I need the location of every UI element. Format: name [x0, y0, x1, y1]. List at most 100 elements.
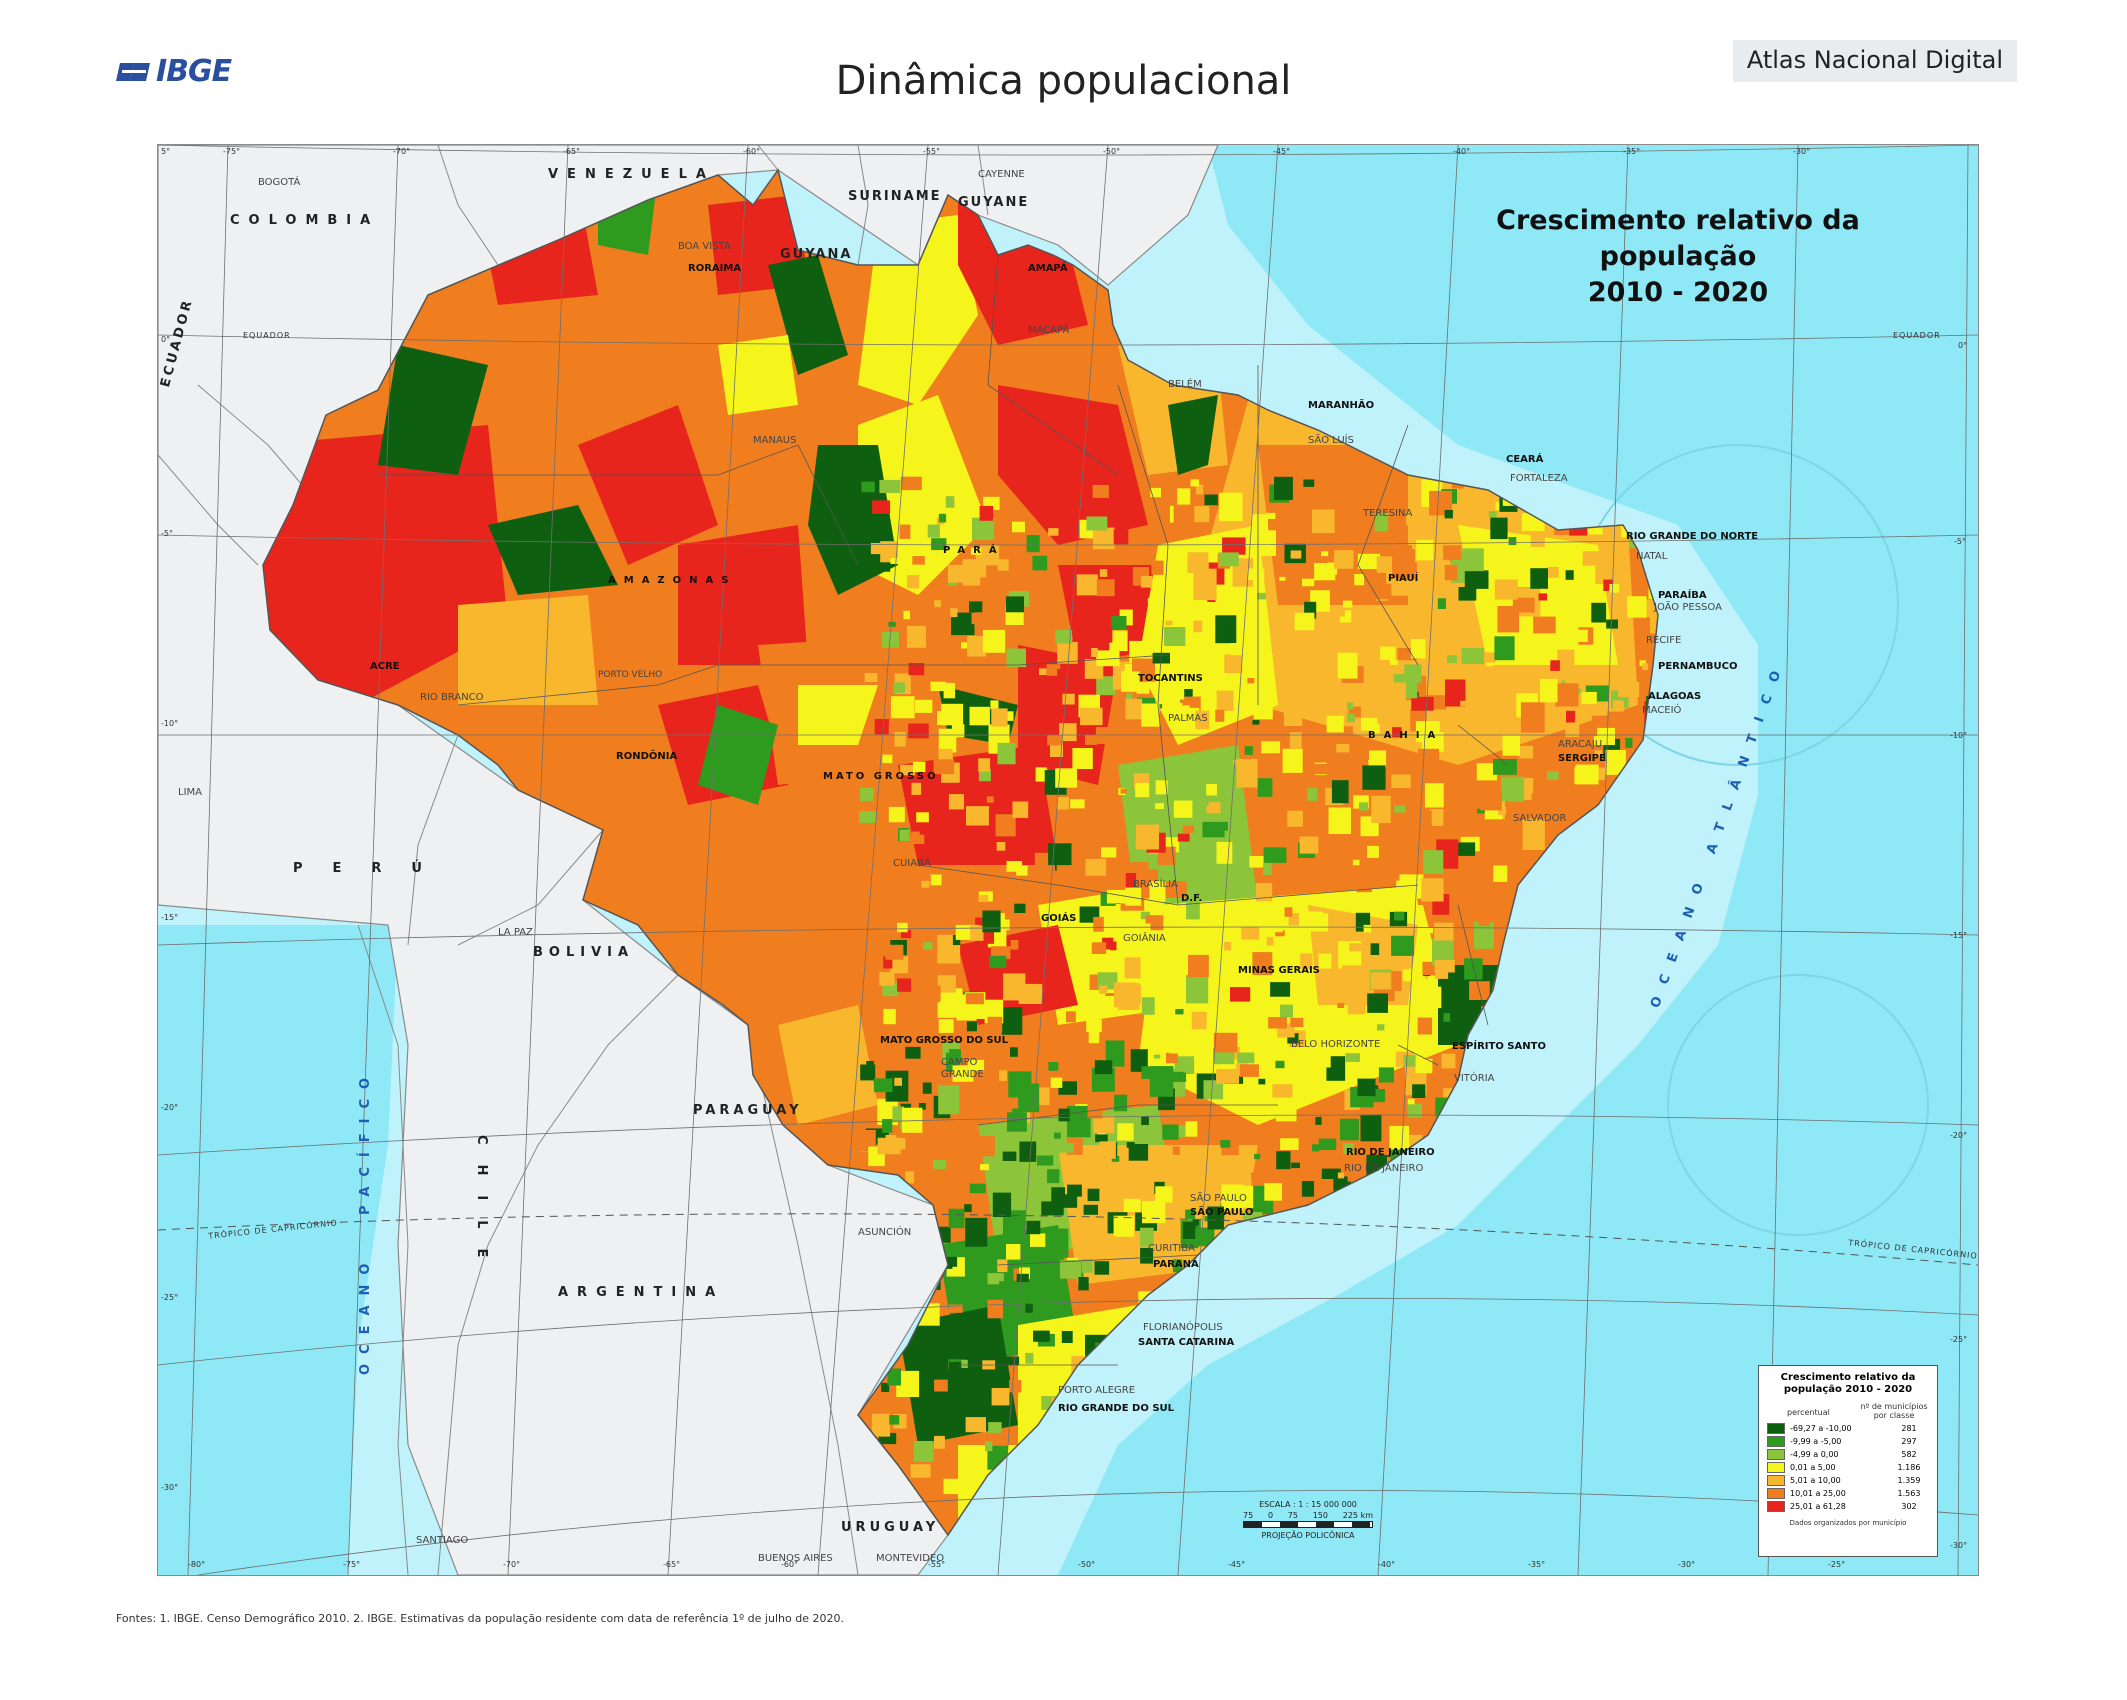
municipality-cell	[1188, 954, 1209, 978]
municipality-cell	[1236, 758, 1258, 788]
municipality-cell	[951, 612, 975, 636]
municipality-cell	[1047, 1169, 1060, 1184]
municipality-cell	[1357, 1078, 1376, 1097]
municipality-cell	[1453, 842, 1476, 856]
municipality-cell	[965, 1417, 986, 1433]
municipality-cell	[1337, 607, 1345, 617]
municipality-cell	[985, 1441, 993, 1452]
lon-bottom: -55°	[928, 1560, 946, 1569]
municipality-cell	[997, 559, 1009, 571]
municipality-cell	[911, 782, 922, 795]
municipality-cell	[1302, 578, 1315, 587]
state-label-alagoas: ALAGOAS	[1648, 691, 1702, 702]
municipality-cell	[1477, 808, 1485, 814]
legend-swatch	[1767, 1449, 1785, 1460]
municipality-cell	[964, 1204, 972, 1213]
municipality-cell	[1488, 556, 1506, 567]
lon-bottom: -40°	[1378, 1560, 1396, 1569]
municipality-cell	[1193, 568, 1217, 601]
lon-top: -35°	[1623, 147, 1641, 156]
municipality-cell	[1047, 734, 1062, 746]
municipality-cell	[1141, 1116, 1149, 1125]
municipality-cell	[1005, 1356, 1020, 1366]
municipality-cell	[1497, 807, 1507, 815]
municipality-cell	[1444, 564, 1458, 581]
municipality-cell	[986, 796, 994, 803]
lat-left: -15°	[161, 913, 179, 922]
municipality-cell	[1190, 479, 1200, 487]
municipality-cell	[1061, 1331, 1073, 1343]
state-label-piaui: PIAUÍ	[1388, 573, 1419, 584]
municipality-cell	[1067, 1105, 1091, 1138]
municipality-cell	[1348, 706, 1361, 718]
municipality-cell	[1359, 802, 1368, 811]
legend-swatch	[1767, 1475, 1785, 1486]
municipality-cell	[1412, 810, 1432, 837]
lat-right: -15°	[1950, 931, 1968, 940]
city-label-belem: BELÉM	[1168, 379, 1202, 390]
municipality-cell	[943, 1256, 958, 1267]
municipality-cell	[1083, 1204, 1098, 1215]
legend-range: 5,01 a 10,00	[1790, 1476, 1841, 1485]
lon-top: -70°	[393, 147, 411, 156]
municipality-cell	[1312, 1144, 1320, 1152]
municipality-cell	[1417, 748, 1440, 771]
municipality-cell	[1284, 907, 1293, 917]
municipality-cell	[985, 1061, 995, 1070]
municipality-cell	[900, 930, 912, 939]
legend-row: -9,99 a -5,00 297	[1759, 1435, 1937, 1448]
municipality-cell	[1176, 707, 1200, 730]
municipality-cell	[987, 1016, 1003, 1033]
municipality-cell	[938, 748, 953, 762]
municipality-cell	[879, 972, 895, 986]
city-label-bogota: BOGOTÁ	[258, 177, 301, 188]
municipality-cell	[1346, 702, 1354, 710]
municipality-cell	[1046, 664, 1061, 676]
municipality-cell	[1352, 859, 1360, 866]
municipality-cell	[1275, 930, 1285, 937]
country-label-peru: PERÚ	[293, 861, 452, 876]
lat-left: -25°	[161, 1293, 179, 1302]
municipality-cell	[888, 806, 905, 823]
municipality-cell	[1080, 707, 1103, 726]
municipality-cell	[1255, 937, 1267, 952]
country-label-venezuela: VENEZUELA	[548, 167, 715, 182]
municipality-cell	[1464, 570, 1489, 589]
municipality-cell	[1149, 1066, 1174, 1097]
municipality-cell	[1606, 619, 1618, 629]
municipality-cell	[1458, 587, 1477, 601]
legend-rows: -69,27 a -10,00 281 -9,99 a -5,00 297 -4,99 …	[1759, 1422, 1937, 1513]
municipality-cell	[1251, 514, 1268, 531]
lon-bottom: -75°	[343, 1560, 361, 1569]
municipality-cell	[1086, 516, 1108, 531]
municipality-cell	[1006, 648, 1026, 668]
municipality-cell	[1522, 818, 1545, 850]
municipality-cell	[1547, 771, 1559, 780]
city-label-asuncion: ASUNCIÓN	[858, 1227, 912, 1238]
municipality-cell	[1447, 655, 1457, 663]
municipality-cell	[1141, 576, 1153, 588]
municipality-cell	[1407, 1103, 1422, 1118]
map-frame[interactable]: Crescimento relativo da população 2010 -…	[157, 144, 1979, 1576]
municipality-cell	[1216, 1068, 1239, 1084]
legend-range: -9,99 a -5,00	[1790, 1437, 1842, 1446]
municipality-cell	[1280, 1004, 1293, 1018]
city-label-natal: NATAL	[1636, 551, 1668, 562]
municipality-cell	[900, 764, 916, 776]
municipality-cell	[1380, 646, 1396, 660]
municipality-cell	[1412, 1084, 1426, 1098]
state-label-goias: GOIÁS	[1041, 913, 1077, 924]
municipality-cell	[1396, 593, 1405, 605]
municipality-cell	[1023, 1203, 1035, 1219]
municipality-cell	[893, 682, 905, 693]
municipality-cell	[1299, 836, 1319, 854]
atlas-tab[interactable]: Atlas Nacional Digital	[1732, 40, 2017, 82]
lat-right: -30°	[1950, 1541, 1968, 1550]
city-label-florianopolis: FLORIANÓPOLIS	[1143, 1322, 1223, 1333]
municipality-cell	[1213, 1032, 1238, 1053]
graticule	[158, 145, 1978, 1575]
municipality-cell	[890, 956, 909, 974]
municipality-cell	[971, 613, 990, 625]
municipality-cell	[878, 1432, 897, 1445]
lat-left: -30°	[161, 1483, 179, 1492]
